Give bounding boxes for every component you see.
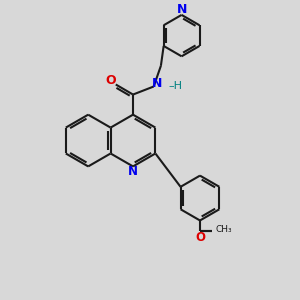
Text: N: N	[152, 77, 162, 90]
Text: CH₃: CH₃	[216, 226, 232, 235]
Text: O: O	[106, 74, 116, 87]
Text: –H: –H	[168, 81, 182, 91]
Text: O: O	[195, 231, 205, 244]
Text: N: N	[176, 3, 187, 16]
Text: N: N	[128, 165, 138, 178]
